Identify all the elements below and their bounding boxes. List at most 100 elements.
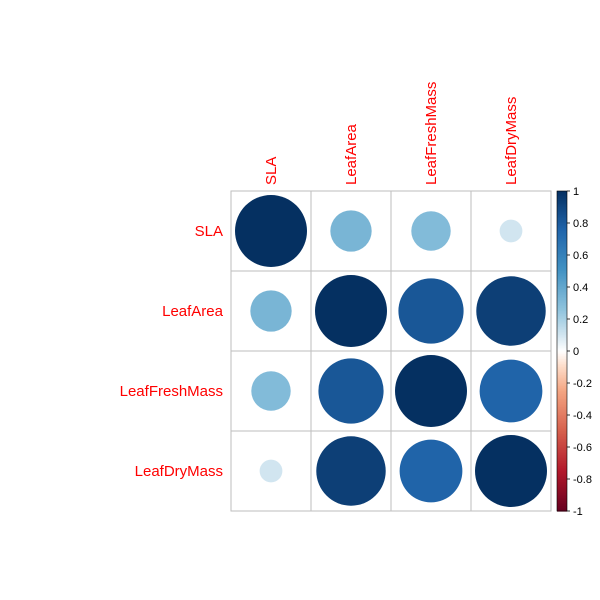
colorbar-segment — [557, 509, 567, 512]
colorbar: 1 0.8 0.6 0.4 0.2 0 -0.2 -0.4 -0.6 -0.8 -1 — [556, 186, 592, 518]
colorbar-segment — [557, 456, 567, 459]
colorbar-segment — [557, 355, 567, 358]
colorbar-segment — [557, 485, 567, 488]
colorbar-segment — [557, 343, 567, 346]
colorbar-segment — [557, 327, 567, 330]
colorbar-segment — [557, 479, 567, 482]
colorbar-segment — [557, 304, 567, 307]
colorbar-segment — [557, 362, 567, 365]
colorbar-segment — [557, 437, 567, 440]
colorbar-segment — [557, 490, 567, 493]
colorbar-segment — [557, 261, 567, 264]
colorbar-segment — [557, 387, 567, 390]
colorbar-segment — [557, 442, 567, 445]
colorbar-segment — [557, 439, 567, 442]
colorbar-segment — [557, 482, 567, 485]
correlation-circle-LeafDryMass-LeafDryMass — [475, 435, 547, 507]
colorbar-segment — [557, 368, 567, 371]
colorbar-segment — [557, 379, 567, 382]
colorbar-segment — [557, 463, 567, 466]
colorbar-segment — [557, 375, 567, 378]
colorbar-segment — [557, 288, 567, 291]
colorbar-segment — [557, 218, 567, 221]
colorbar-segment — [557, 331, 567, 334]
colorbar-segment — [557, 480, 567, 483]
colorbar-segment — [557, 194, 567, 197]
colorbar-segment — [557, 307, 567, 310]
correlation-circle-LeafArea-LeafDryMass — [476, 276, 546, 346]
colorbar-segment — [557, 506, 567, 509]
colorbar-segment — [557, 491, 567, 494]
row-label: LeafFreshMass — [120, 383, 223, 400]
correlation-circle-LeafArea-SLA — [250, 290, 292, 332]
colorbar-segment — [557, 263, 567, 266]
colorbar-segment — [557, 349, 567, 352]
colorbar-segment — [557, 434, 567, 437]
colorbar-segment — [557, 493, 567, 496]
colorbar-segment — [557, 367, 567, 370]
column-label: LeafFreshMass — [423, 82, 440, 185]
colorbar-segment — [557, 400, 567, 403]
colorbar-segment — [557, 496, 567, 499]
colorbar-segment — [557, 371, 567, 374]
colorbar-segment — [557, 338, 567, 341]
row-label: LeafArea — [162, 303, 224, 320]
colorbar-segment — [557, 458, 567, 461]
colorbar-segment — [557, 229, 567, 232]
colorbar-segment — [557, 267, 567, 270]
colorbar-segment — [557, 266, 567, 269]
colorbar-segment — [557, 309, 567, 312]
colorbar-segment — [557, 248, 567, 251]
colorbar-segment — [557, 272, 567, 275]
colorbar-segment — [557, 402, 567, 405]
colorbar-segment — [557, 242, 567, 245]
colorbar-segment — [557, 253, 567, 256]
colorbar-segment — [557, 405, 567, 408]
correlation-circle-LeafDryMass-SLA — [259, 459, 283, 483]
correlation-circle-LeafFreshMass-LeafDryMass — [479, 359, 543, 423]
colorbar-segment — [557, 357, 567, 360]
colorbar-segment — [557, 411, 567, 414]
colorbar-tick-label: 0 — [573, 346, 579, 358]
colorbar-segment — [557, 467, 567, 470]
colorbar-segment — [557, 443, 567, 446]
colorbar-segment — [557, 243, 567, 246]
colorbar-segment — [557, 359, 567, 362]
correlation-circle-LeafFreshMass-LeafArea — [318, 358, 384, 424]
colorbar-segment — [557, 423, 567, 426]
colorbar-segment — [557, 235, 567, 238]
colorbar-segment — [557, 381, 567, 384]
colorbar-segment — [557, 211, 567, 214]
colorbar-segment — [557, 336, 567, 339]
colorbar-segment — [557, 299, 567, 302]
colorbar-segment — [557, 451, 567, 454]
colorbar-segment — [557, 320, 567, 323]
colorbar-segment — [557, 448, 567, 451]
colorbar-segment — [557, 483, 567, 486]
colorbar-tick-label: -0.6 — [573, 442, 592, 454]
colorbar-segment — [557, 498, 567, 501]
colorbar-segment — [557, 301, 567, 304]
colorbar-segment — [557, 213, 567, 216]
column-label: LeafArea — [343, 123, 360, 185]
colorbar-segment — [557, 431, 567, 434]
colorbar-segment — [557, 335, 567, 338]
colorbar-segment — [557, 317, 567, 320]
colorbar-tick-label: -0.2 — [573, 378, 592, 390]
colorbar-segment — [557, 459, 567, 462]
column-labels: SLA LeafArea LeafFreshMass LeafDryMass — [263, 82, 520, 185]
colorbar-segment — [557, 195, 567, 198]
colorbar-segment — [557, 237, 567, 240]
colorbar-segment — [557, 285, 567, 288]
colorbar-segment — [557, 277, 567, 280]
colorbar-segment — [557, 216, 567, 219]
correlation-circle-SLA-LeafFreshMass — [411, 211, 451, 251]
colorbar-segment — [557, 210, 567, 213]
colorbar-tick-label: 0.6 — [573, 250, 588, 262]
correlation-circle-LeafDryMass-LeafArea — [316, 436, 386, 506]
colorbar-segment — [557, 192, 567, 195]
colorbar-segment — [557, 223, 567, 226]
colorbar-segment — [557, 203, 567, 206]
colorbar-segment — [557, 319, 567, 322]
